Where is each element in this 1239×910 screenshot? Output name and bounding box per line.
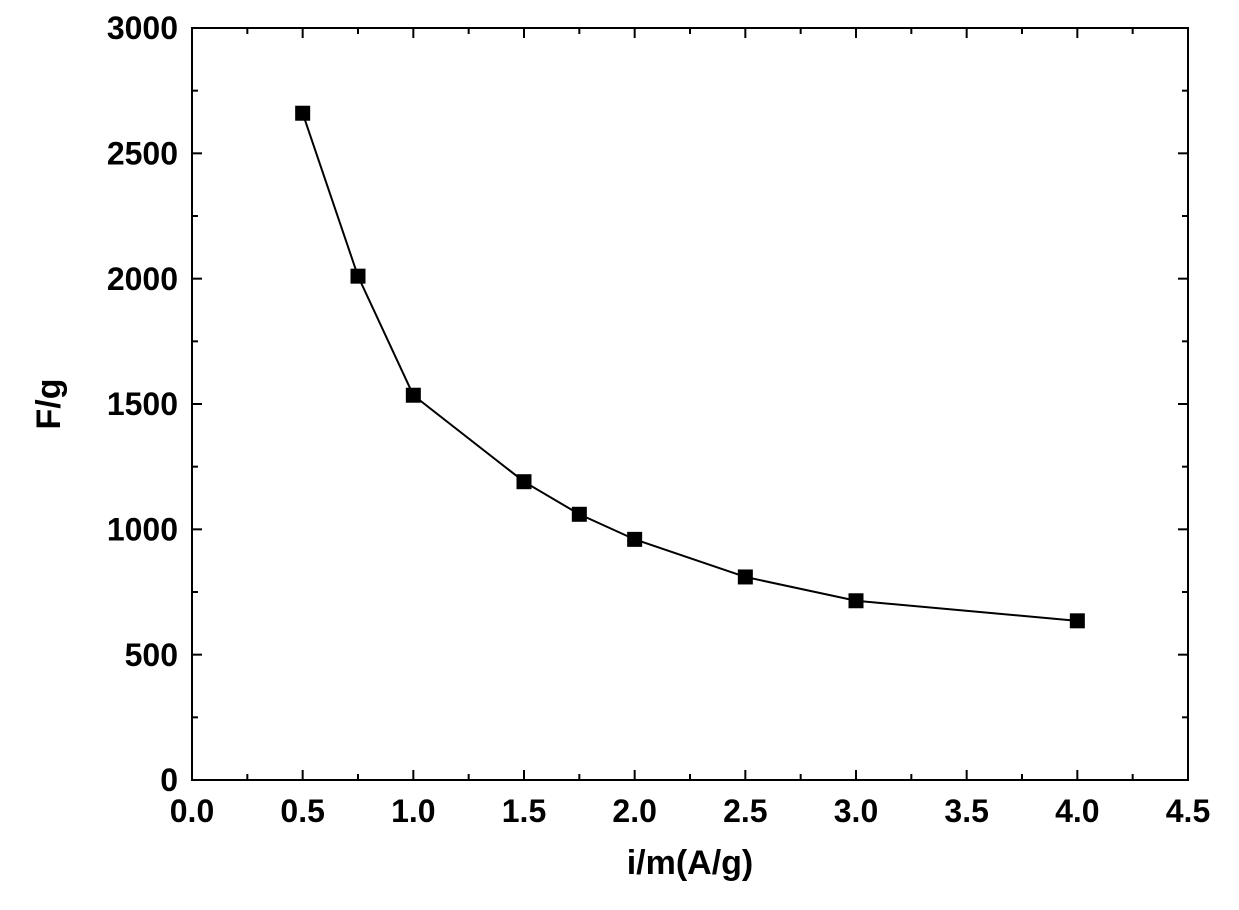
y-tick-label: 1500 <box>107 386 178 422</box>
x-tick-label: 4.5 <box>1166 793 1210 829</box>
x-tick-label: 2.0 <box>612 793 656 829</box>
data-point <box>572 507 586 521</box>
y-tick-label: 2000 <box>107 261 178 297</box>
x-axis-title: i/m(A/g) <box>627 844 754 882</box>
data-point <box>517 475 531 489</box>
x-tick-label: 4.0 <box>1055 793 1099 829</box>
data-point <box>351 269 365 283</box>
x-tick-label: 3.0 <box>834 793 878 829</box>
capacitance-vs-current-density-chart: 0.0 0.5 1.0 1.5 2.0 2.5 3.0 3.5 4.0 4.5 0 500 1000 15… <box>0 0 1239 910</box>
y-tick-label: 3000 <box>107 10 178 46</box>
data-point <box>849 594 863 608</box>
y-tick-label: 0 <box>160 762 178 798</box>
data-point <box>628 532 642 546</box>
x-tick-label: 0.5 <box>280 793 324 829</box>
x-tick-label: 1.0 <box>391 793 435 829</box>
x-tick-label: 1.5 <box>502 793 546 829</box>
x-tick-label: 3.5 <box>944 793 988 829</box>
y-tick-label: 2500 <box>107 136 178 172</box>
data-point <box>406 388 420 402</box>
x-tick-label: 0.0 <box>170 793 214 829</box>
x-tick-label: 2.5 <box>723 793 767 829</box>
y-tick-label: 500 <box>125 637 178 673</box>
data-point <box>1070 614 1084 628</box>
data-point <box>296 106 310 120</box>
y-tick-label: 1000 <box>107 512 178 548</box>
chart-container: 0.0 0.5 1.0 1.5 2.0 2.5 3.0 3.5 4.0 4.5 0 500 1000 15… <box>0 0 1239 910</box>
y-axis-title: F/g <box>30 379 68 430</box>
data-point <box>738 570 752 584</box>
